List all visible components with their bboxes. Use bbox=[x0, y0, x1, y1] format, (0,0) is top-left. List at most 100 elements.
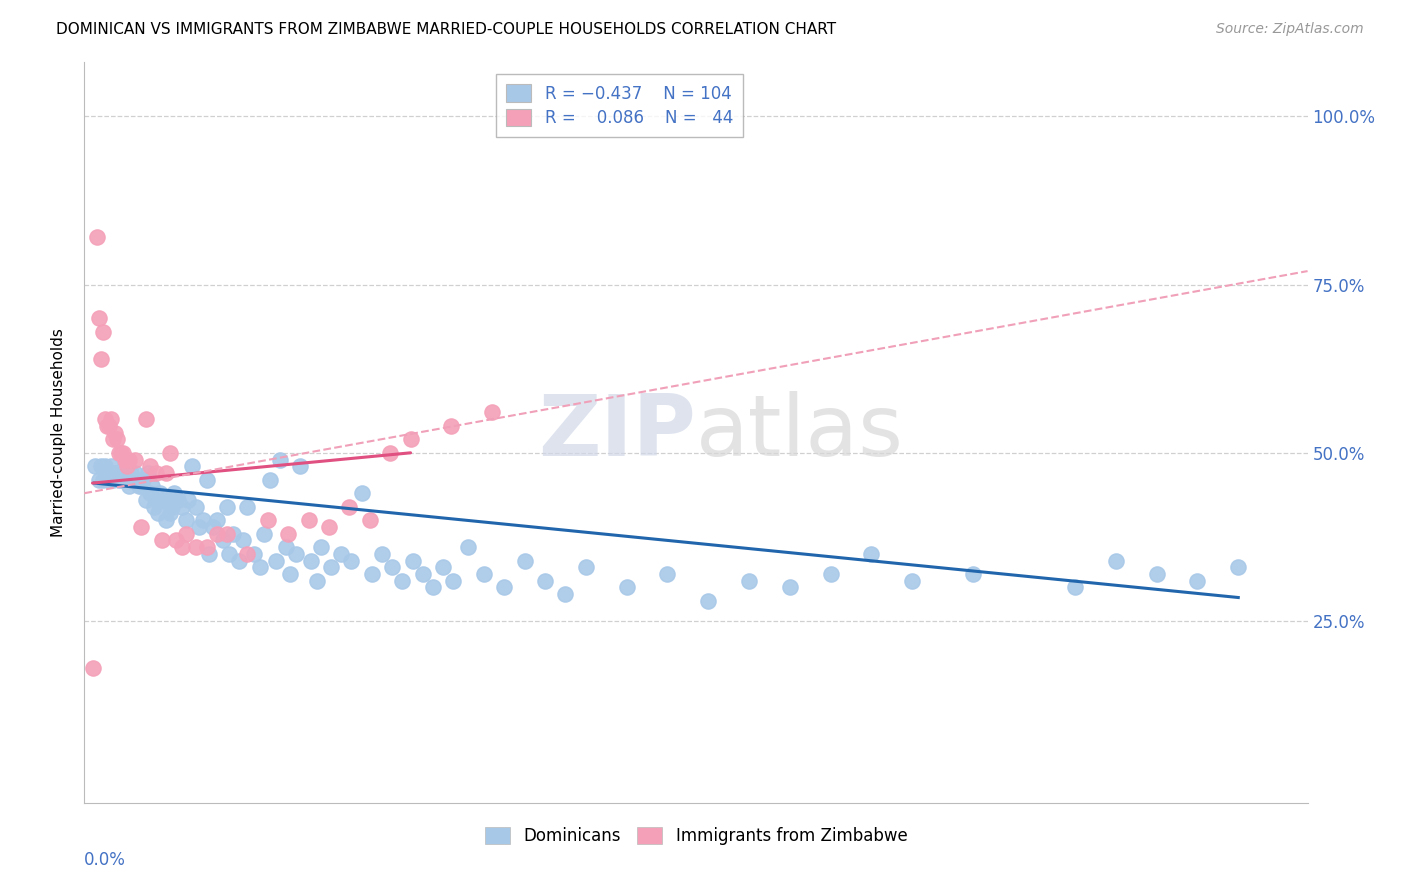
Point bbox=[174, 513, 197, 527]
Point bbox=[90, 459, 112, 474]
Point bbox=[205, 513, 228, 527]
Point bbox=[481, 405, 503, 419]
Point bbox=[150, 533, 173, 548]
Point bbox=[96, 466, 118, 480]
Point bbox=[135, 412, 157, 426]
Point bbox=[218, 547, 240, 561]
Point bbox=[309, 540, 332, 554]
Point bbox=[141, 479, 163, 493]
Point bbox=[110, 446, 132, 460]
Point bbox=[100, 459, 122, 474]
Point bbox=[472, 566, 495, 581]
Point bbox=[142, 500, 165, 514]
Point bbox=[181, 459, 204, 474]
Point bbox=[135, 492, 157, 507]
Point bbox=[195, 473, 218, 487]
Point bbox=[340, 553, 363, 567]
Point bbox=[83, 459, 105, 474]
Point bbox=[401, 553, 423, 567]
Point bbox=[738, 574, 761, 588]
Point bbox=[93, 459, 115, 474]
Point bbox=[138, 486, 160, 500]
Point bbox=[278, 566, 301, 581]
Point bbox=[432, 560, 454, 574]
Y-axis label: Married-couple Households: Married-couple Households bbox=[51, 328, 66, 537]
Point bbox=[112, 466, 135, 480]
Point bbox=[160, 500, 183, 514]
Point bbox=[1105, 553, 1128, 567]
Point bbox=[120, 466, 142, 480]
Point bbox=[101, 473, 124, 487]
Point bbox=[371, 547, 394, 561]
Point bbox=[156, 492, 179, 507]
Point bbox=[93, 412, 115, 426]
Point bbox=[860, 547, 883, 561]
Point bbox=[105, 466, 128, 480]
Point bbox=[82, 661, 104, 675]
Point bbox=[163, 486, 186, 500]
Point bbox=[1064, 581, 1087, 595]
Point bbox=[330, 547, 353, 561]
Point bbox=[399, 433, 422, 447]
Point bbox=[222, 526, 245, 541]
Point bbox=[513, 553, 536, 567]
Point bbox=[318, 520, 340, 534]
Point bbox=[172, 540, 194, 554]
Point bbox=[494, 581, 516, 595]
Point bbox=[149, 486, 172, 500]
Point bbox=[114, 459, 136, 474]
Point bbox=[319, 560, 342, 574]
Point bbox=[554, 587, 576, 601]
Point bbox=[380, 446, 402, 460]
Point bbox=[197, 547, 219, 561]
Text: ZIP: ZIP bbox=[538, 391, 696, 475]
Point bbox=[91, 325, 114, 339]
Point bbox=[269, 452, 291, 467]
Point bbox=[249, 560, 271, 574]
Point bbox=[779, 581, 801, 595]
Point bbox=[191, 513, 214, 527]
Point bbox=[131, 520, 153, 534]
Point bbox=[391, 574, 413, 588]
Point bbox=[104, 466, 127, 480]
Point bbox=[276, 540, 298, 554]
Point bbox=[298, 513, 321, 527]
Point bbox=[167, 492, 190, 507]
Point bbox=[145, 466, 167, 480]
Point bbox=[575, 560, 598, 574]
Point bbox=[290, 459, 312, 474]
Point bbox=[124, 452, 146, 467]
Point bbox=[145, 492, 167, 507]
Text: 0.0%: 0.0% bbox=[84, 851, 127, 869]
Point bbox=[441, 574, 464, 588]
Point bbox=[174, 526, 197, 541]
Point bbox=[697, 594, 720, 608]
Point bbox=[901, 574, 924, 588]
Point bbox=[115, 466, 138, 480]
Point bbox=[616, 581, 638, 595]
Point bbox=[155, 513, 177, 527]
Point bbox=[138, 459, 160, 474]
Point bbox=[657, 566, 679, 581]
Point bbox=[97, 473, 120, 487]
Point bbox=[172, 500, 194, 514]
Point bbox=[253, 526, 276, 541]
Point bbox=[242, 547, 264, 561]
Point bbox=[264, 553, 287, 567]
Point bbox=[150, 492, 173, 507]
Point bbox=[195, 540, 218, 554]
Point bbox=[232, 533, 254, 548]
Point bbox=[820, 566, 842, 581]
Point bbox=[534, 574, 557, 588]
Point bbox=[86, 230, 108, 244]
Point bbox=[457, 540, 479, 554]
Point bbox=[217, 500, 239, 514]
Point bbox=[87, 473, 110, 487]
Point bbox=[1146, 566, 1168, 581]
Point bbox=[236, 547, 259, 561]
Point bbox=[159, 507, 181, 521]
Point bbox=[131, 479, 153, 493]
Point bbox=[360, 566, 382, 581]
Point bbox=[205, 526, 228, 541]
Point bbox=[217, 526, 239, 541]
